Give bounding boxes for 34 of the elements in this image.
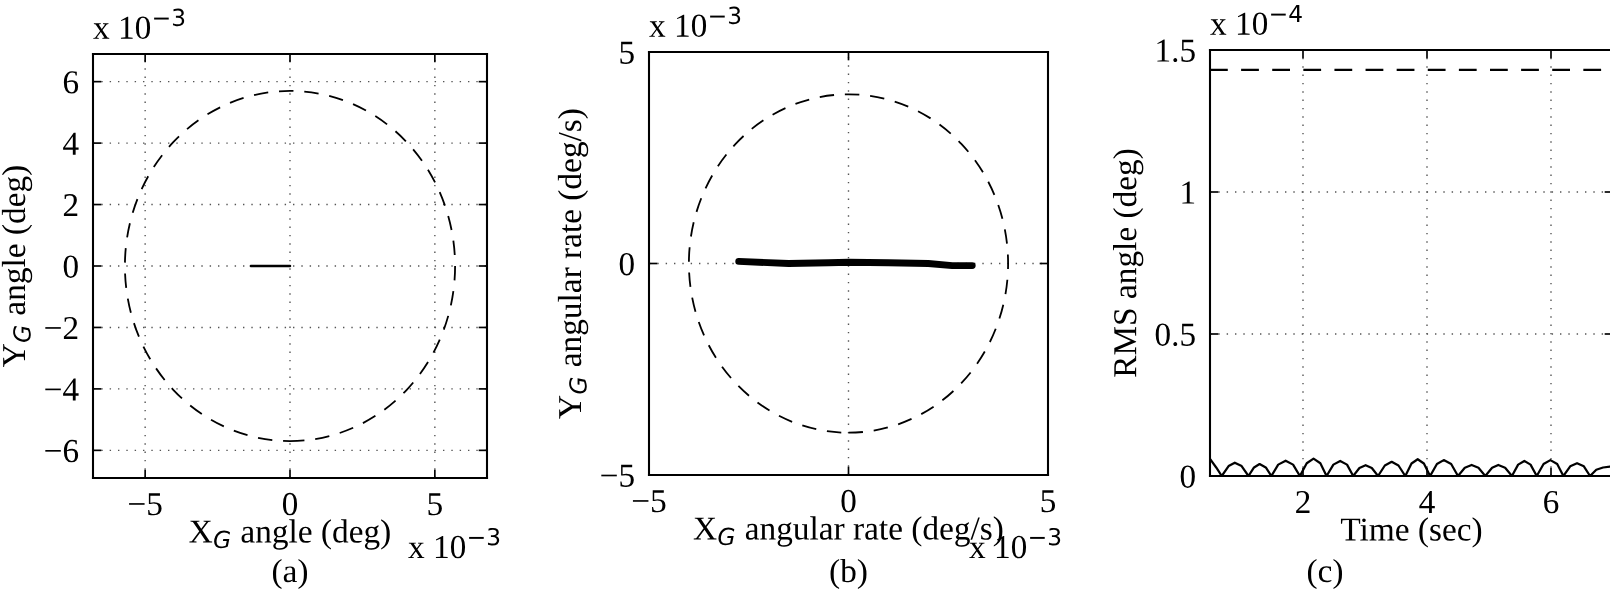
x-tick-label: −5 xyxy=(129,493,162,516)
text: (c) xyxy=(1307,558,1343,590)
x-tick-label: 5 xyxy=(1041,490,1056,513)
y-tick-label: −4 xyxy=(45,378,79,401)
x-tick-label: 6 xyxy=(1544,490,1559,514)
x-tick-label: 4 xyxy=(1419,491,1435,514)
y-tick-label: −2 xyxy=(45,316,78,340)
y-tick-label: 1.5 xyxy=(1157,39,1195,63)
y-tick-label: −6 xyxy=(45,439,79,463)
x-tick-label: 0 xyxy=(841,489,856,513)
y-tick-label: 6 xyxy=(63,71,79,94)
y-axis-title: Y$_{G}$ angle (deg) xyxy=(1,166,33,367)
x-tick-label: 5 xyxy=(428,493,442,516)
y-tick-label: 1 xyxy=(1182,181,1195,204)
x-tick-label: 0 xyxy=(282,492,298,516)
text: x 10$^{−3}$ xyxy=(93,8,185,39)
text: x 10$^{−4}$ xyxy=(1210,4,1302,35)
x-axis-title: X$_{G}$ angle (deg) xyxy=(189,519,390,550)
x-axis-title: Time (sec) xyxy=(1340,517,1482,548)
y-axis-title: Y$_{G}$ angular rate (deg/s) xyxy=(557,109,589,419)
y-tick-label: −5 xyxy=(601,464,634,487)
y-tick-label: 0 xyxy=(619,252,634,276)
y-axis-title: RMS angle (deg) xyxy=(1113,149,1144,377)
x-tick-label: 2 xyxy=(1296,490,1310,514)
text: x 10$^{−3}$ xyxy=(408,527,500,559)
y-tick-label: 0 xyxy=(63,255,78,278)
text: (a) xyxy=(272,558,308,590)
y-tick-label: 5 xyxy=(620,41,634,64)
y-tick-label: 4 xyxy=(63,132,79,155)
text: x 10$^{−3}$ xyxy=(649,6,741,37)
y-tick-label: 2 xyxy=(63,194,78,217)
text: (b) xyxy=(830,558,867,590)
y-tick-label: 0.5 xyxy=(1155,323,1195,347)
y-tick-label: 0 xyxy=(1180,465,1195,488)
